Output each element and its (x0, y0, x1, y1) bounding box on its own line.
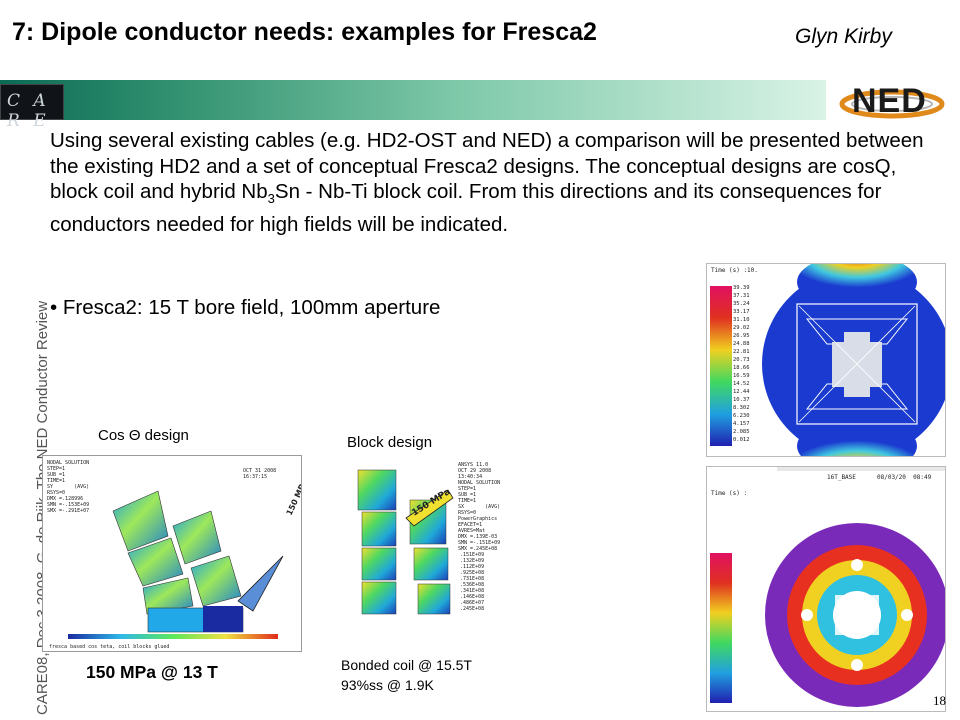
bottom-plot-caption: Time (s) : (711, 490, 748, 497)
cos-figure-footer: fresca based cos teta, coil blocks glued (49, 644, 170, 650)
top-legend-entry: 39.39 (733, 285, 750, 291)
top-plot-time: 10. (747, 267, 758, 274)
top-legend-entry: 14.52 (733, 381, 750, 387)
subscript-3: 3 (267, 191, 275, 207)
page-number: 18 (933, 693, 946, 708)
top-legend-entry: 33.17 (733, 309, 750, 315)
block-ansys-text: ANSYS 11.0 OCT 29 2008 13:40:34 NODAL SO… (458, 462, 501, 552)
cos-theta-result: 150 MPa @ 13 T (86, 662, 218, 682)
top-legend-entry: 6.230 (733, 413, 750, 419)
block-legend-entry: .146E+08 (460, 594, 485, 600)
cos-arrow-label: 150 MPa (285, 478, 301, 517)
block-coil-drawing: 150 MPa (357, 469, 454, 615)
field-contour-plot-bottom: Time (s) : 16T_BASE 08/03/20 08:49 (706, 466, 946, 712)
top-legend-entry: 10.37 (733, 397, 750, 403)
cos-ansys-date: OCT 31 2008 16:37:15 (243, 468, 277, 480)
block-legend-entry: .245E+08 (460, 606, 485, 612)
cos-theta-label: Cos Θ design (98, 427, 189, 444)
top-legend-entry: 37.31 (733, 293, 750, 299)
block-design-figure: 150 MPa ANSYS 11.0 OCT 29 2008 13:40:34 … (328, 460, 510, 638)
bullet-fresca2: • Fresca2: 15 T bore field, 100mm apertu… (50, 296, 441, 319)
top-legend-entry: 12.44 (733, 389, 750, 395)
top-plot-label: 16T_BASE (827, 474, 856, 481)
block-design-label: Block design (347, 434, 433, 451)
top-plot-date: 08/03/20 08:49 (877, 474, 932, 481)
top-legend-entry: 16.59 (733, 373, 750, 379)
top-plot-legend: 39.39 37.31 35.24 33.17 31.10 29.02 26.9… (709, 284, 750, 444)
top-legend-entry: 4.157 (733, 421, 750, 427)
top-legend-entry: 24.88 (733, 341, 750, 347)
block-legend-entry: .731E+08 (460, 576, 485, 582)
block-legend-entry: .151E+09 (460, 552, 485, 558)
care-logo: C A R E (0, 84, 64, 131)
slide-title: 7: Dipole conductor needs: examples for … (12, 18, 597, 46)
block-legend-entry: .112E+09 (460, 564, 485, 570)
block-result-line2: 93%ss @ 1.9K (341, 677, 434, 693)
cos-ansys-text: NODAL SOLUTION STEP=1 SUB =1 TIME=1 SY (… (47, 460, 90, 514)
top-legend-entry: 26.95 (733, 333, 750, 339)
header-band (0, 80, 826, 120)
top-legend-entry: 18.66 (733, 365, 750, 371)
top-legend-entry: 22.81 (733, 349, 750, 355)
cos-theta-coil-drawing: 150 MPa (68, 478, 301, 639)
top-legend-entry: 20.73 (733, 357, 750, 363)
slide-author: Glyn Kirby (795, 25, 892, 48)
top-plot-caption: Time (s) : (711, 267, 748, 274)
cos-theta-figure: NODAL SOLUTION STEP=1 SUB =1 TIME=1 SY (… (42, 455, 302, 652)
ned-logo-text: NED (852, 82, 927, 120)
block-legend-entry: .341E+08 (460, 588, 485, 594)
bottom-plot-drawing (710, 467, 945, 707)
body-text-part2: Sn - Nb-Ti block coil. From this directi… (50, 180, 882, 236)
top-legend-entry: 29.02 (733, 325, 750, 331)
block-result-line1: Bonded coil @ 15.5T (341, 657, 472, 673)
block-legend: .151E+09 .132E+09 .112E+09 .925E+08 .731… (460, 552, 484, 612)
block-legend-entry: .536E+08 (460, 582, 485, 588)
block-legend-entry: .132E+09 (460, 558, 485, 564)
body-paragraph: Using several existing cables (e.g. HD2-… (50, 128, 930, 237)
top-legend-entry: 35.24 (733, 301, 750, 307)
top-legend-entry: 2.085 (733, 429, 750, 435)
block-legend-entry: .486E+07 (460, 600, 485, 606)
field-contour-plot-top: Time (s) : 10. 39.39 37.31 35.24 33.17 3… (706, 263, 946, 457)
top-plot-drawing (710, 264, 945, 456)
care-logo-text: C A R E (7, 91, 50, 131)
top-legend-entry: 8.302 (733, 405, 750, 411)
body-text-part1: Using several existing cables (e.g. HD2-… (50, 129, 924, 203)
top-legend-entry: 31.10 (733, 317, 750, 323)
ned-logo (839, 89, 945, 119)
top-legend-entry: 0.012 (733, 437, 750, 443)
block-legend-entry: .925E+08 (460, 570, 485, 576)
